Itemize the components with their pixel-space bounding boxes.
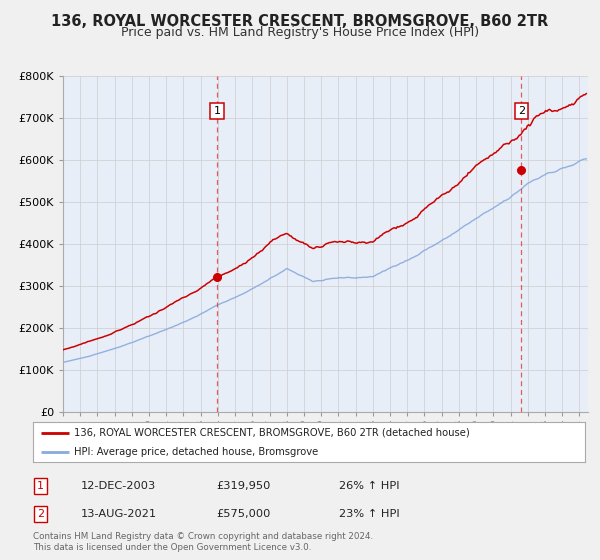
- Text: 136, ROYAL WORCESTER CRESCENT, BROMSGROVE, B60 2TR: 136, ROYAL WORCESTER CRESCENT, BROMSGROV…: [52, 14, 548, 29]
- Text: 13-AUG-2021: 13-AUG-2021: [81, 509, 157, 519]
- Text: Contains HM Land Registry data © Crown copyright and database right 2024.: Contains HM Land Registry data © Crown c…: [33, 532, 373, 541]
- Text: £575,000: £575,000: [216, 509, 271, 519]
- Text: 1: 1: [37, 481, 44, 491]
- Text: This data is licensed under the Open Government Licence v3.0.: This data is licensed under the Open Gov…: [33, 543, 311, 552]
- Text: 23% ↑ HPI: 23% ↑ HPI: [339, 509, 400, 519]
- Text: Price paid vs. HM Land Registry's House Price Index (HPI): Price paid vs. HM Land Registry's House …: [121, 26, 479, 39]
- Text: 12-DEC-2003: 12-DEC-2003: [81, 481, 156, 491]
- Text: 136, ROYAL WORCESTER CRESCENT, BROMSGROVE, B60 2TR (detached house): 136, ROYAL WORCESTER CRESCENT, BROMSGROV…: [74, 428, 470, 437]
- Text: 26% ↑ HPI: 26% ↑ HPI: [339, 481, 400, 491]
- Text: 1: 1: [214, 106, 221, 116]
- Text: 2: 2: [518, 106, 525, 116]
- Text: HPI: Average price, detached house, Bromsgrove: HPI: Average price, detached house, Brom…: [74, 447, 319, 457]
- Text: £319,950: £319,950: [216, 481, 271, 491]
- Text: 2: 2: [37, 509, 44, 519]
